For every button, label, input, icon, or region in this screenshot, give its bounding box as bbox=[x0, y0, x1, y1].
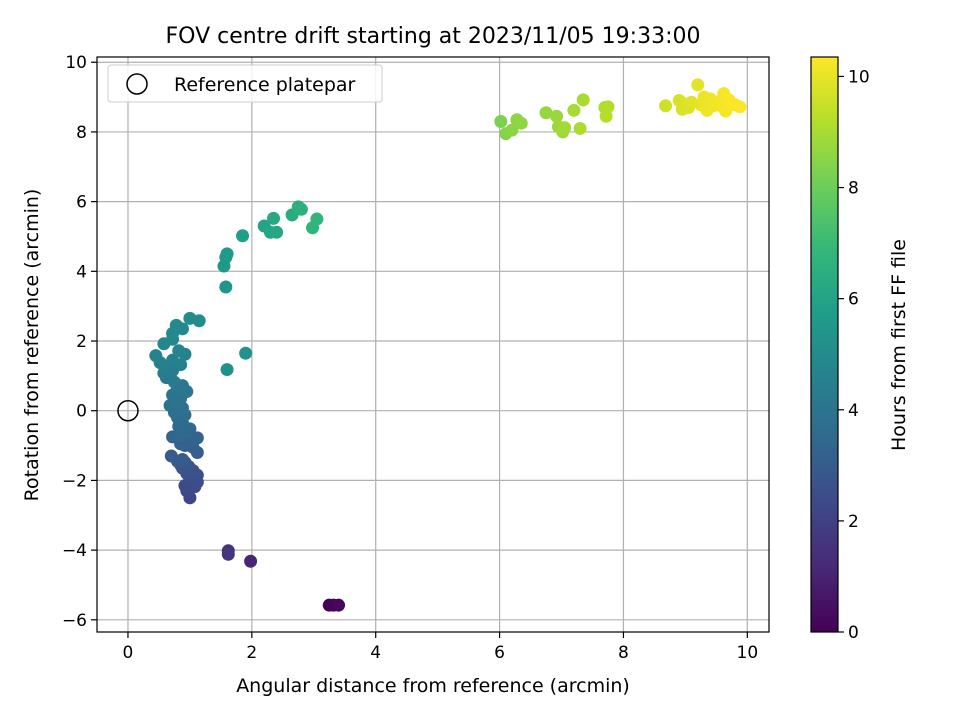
data-point bbox=[494, 114, 508, 128]
data-point bbox=[310, 212, 324, 226]
x-tick-label: 2 bbox=[246, 643, 257, 663]
reference-platepar-marker bbox=[117, 399, 139, 422]
y-tick-label: 0 bbox=[76, 402, 87, 422]
data-point bbox=[599, 109, 613, 123]
y-tick-label: 10 bbox=[65, 53, 87, 73]
data-point bbox=[219, 280, 233, 294]
plot-frame bbox=[96, 56, 770, 633]
y-tick-label: 4 bbox=[76, 262, 87, 282]
data-point bbox=[659, 99, 673, 113]
y-tick-label: 8 bbox=[76, 123, 87, 143]
y-tick-label: −2 bbox=[62, 471, 87, 491]
data-point bbox=[169, 318, 183, 332]
data-point bbox=[558, 121, 572, 135]
colorbar-label: Hours from first FF file bbox=[888, 239, 910, 451]
data-point bbox=[267, 211, 281, 225]
y-tick-label: 2 bbox=[76, 332, 87, 352]
colorbar-tick-label: 2 bbox=[848, 512, 859, 532]
legend-label-reference: Reference platepar bbox=[174, 74, 356, 96]
data-point bbox=[539, 106, 553, 120]
data-point bbox=[332, 598, 346, 612]
colorbar: 0 2 4 6 8 10 bbox=[810, 56, 870, 643]
x-tick-label: 6 bbox=[494, 643, 505, 663]
data-point bbox=[505, 123, 519, 137]
y-tick-label: −4 bbox=[62, 541, 87, 561]
legend-box bbox=[107, 64, 383, 103]
colorbar-tick-label: 0 bbox=[848, 623, 859, 643]
colorbar-tick-label: 6 bbox=[848, 290, 859, 310]
data-point bbox=[220, 247, 234, 261]
data-point bbox=[164, 449, 178, 463]
data-point bbox=[550, 109, 564, 123]
y-axis-label: Rotation from reference (arcmin) bbox=[21, 189, 43, 502]
data-point bbox=[166, 353, 180, 367]
data-point bbox=[294, 202, 308, 216]
x-axis-label: Angular distance from reference (arcmin) bbox=[236, 675, 630, 697]
data-point bbox=[192, 314, 206, 328]
data-point bbox=[244, 554, 258, 568]
data-point bbox=[190, 431, 204, 445]
data-point bbox=[172, 344, 186, 358]
y-tick-label: 6 bbox=[76, 193, 87, 213]
x-tick-label: 4 bbox=[370, 643, 381, 663]
data-point bbox=[221, 547, 235, 561]
data-point bbox=[576, 93, 590, 107]
data-point bbox=[149, 349, 163, 363]
data-point bbox=[220, 363, 234, 377]
colorbar-tick-label: 10 bbox=[848, 67, 870, 87]
grid-lines bbox=[97, 57, 769, 632]
axes: 0 2 4 6 8 10 −6 −4 −2 0 2 4 6 8 10 bbox=[62, 53, 770, 663]
chart-title: FOV centre drift starting at 2023/11/05 … bbox=[166, 24, 701, 49]
legend-marker-reference bbox=[126, 73, 148, 95]
x-tick-label: 8 bbox=[618, 643, 629, 663]
data-point bbox=[236, 229, 250, 243]
data-point bbox=[573, 121, 587, 135]
data-point bbox=[239, 346, 253, 360]
data-point bbox=[175, 453, 189, 466]
data-point bbox=[567, 103, 581, 117]
data-point bbox=[514, 116, 528, 130]
data-point bbox=[733, 100, 747, 114]
colorbar-tick-label: 8 bbox=[848, 179, 859, 199]
data-points bbox=[117, 78, 747, 612]
x-tick-label: 0 bbox=[123, 643, 134, 663]
y-tick-label: −6 bbox=[62, 611, 87, 631]
colorbar-tick-label: 4 bbox=[848, 401, 859, 421]
x-tick-label: 10 bbox=[737, 643, 759, 663]
data-point bbox=[270, 225, 284, 239]
legend: Reference platepar bbox=[107, 64, 383, 103]
colorbar-gradient bbox=[810, 56, 839, 633]
data-point bbox=[691, 78, 705, 92]
